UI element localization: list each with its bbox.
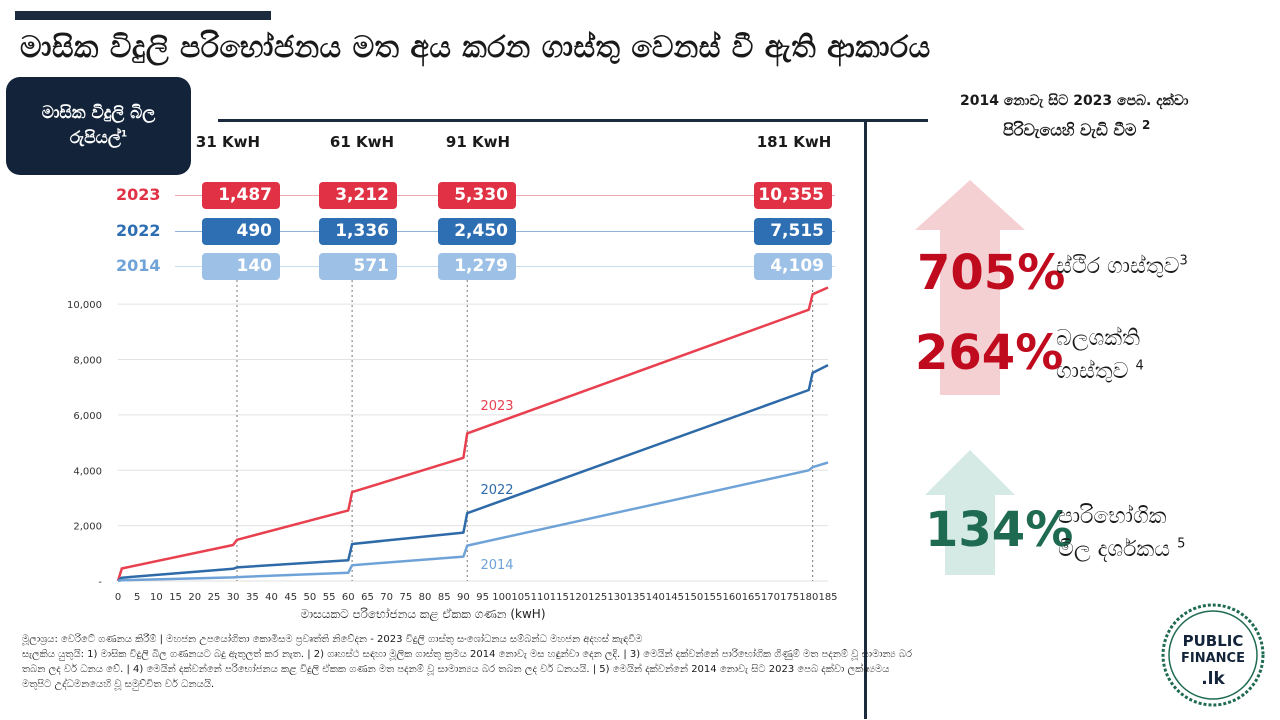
x-tick-label: 170 bbox=[761, 592, 780, 603]
x-tick-label: 65 bbox=[361, 592, 374, 603]
top-accent-bar bbox=[15, 11, 271, 20]
series-line-2023 bbox=[116, 286, 829, 582]
x-tick-label: 50 bbox=[304, 592, 317, 603]
x-tick-label: 0 bbox=[115, 592, 121, 603]
x-tick-label: 105 bbox=[511, 592, 530, 603]
energy-charge-pct: 264% bbox=[915, 325, 1064, 381]
bill-label-line1: මාසික විදුලි බිල bbox=[41, 102, 156, 123]
x-tick-label: 185 bbox=[818, 592, 837, 603]
x-tick-label: 30 bbox=[227, 592, 240, 603]
y-tick-label: - bbox=[98, 577, 102, 588]
cell-2022-61: 1,336 bbox=[319, 218, 397, 245]
cell-2014-181: 4,109 bbox=[754, 253, 832, 280]
row-year-2022: 2022 bbox=[116, 221, 161, 240]
x-tick-label: 145 bbox=[665, 592, 684, 603]
footnote-source: මූලාශ්‍රය: වෙරිටේ ගණනය කිරීම් | මහජන උපය… bbox=[22, 634, 643, 645]
x-tick-label: 45 bbox=[284, 592, 297, 603]
x-tick-label: 100 bbox=[492, 592, 511, 603]
x-tick-label: 10 bbox=[150, 592, 163, 603]
red-up-arrow bbox=[915, 180, 1025, 395]
cell-2014-91: 1,279 bbox=[438, 253, 516, 280]
cell-2023-91: 5,330 bbox=[438, 182, 516, 209]
x-tick-label: 110 bbox=[531, 592, 550, 603]
bill-label-box: මාසික විදුලි බිල රුපියල්1 bbox=[6, 77, 191, 175]
cell-2023-31: 1,487 bbox=[202, 182, 280, 209]
x-tick-label: 25 bbox=[208, 592, 221, 603]
fixed-charge-pct: 705% bbox=[917, 245, 1066, 301]
x-tick-label: 5 bbox=[134, 592, 140, 603]
y-tick-label: 2,000 bbox=[73, 522, 102, 533]
x-tick-label: 150 bbox=[684, 592, 703, 603]
cell-2014-31: 140 bbox=[202, 253, 280, 280]
cell-2022-181: 7,515 bbox=[754, 218, 832, 245]
x-tick-label: 85 bbox=[438, 592, 451, 603]
x-tick-label: 95 bbox=[476, 592, 489, 603]
increase-panel-title-line2: පිරිවැයෙහි වැඩි වීම 2 bbox=[1003, 118, 1151, 140]
increase-arrows bbox=[915, 180, 1025, 575]
kwh-header-91: 91 KwH bbox=[445, 133, 511, 151]
svg-text:PUBLIC: PUBLIC bbox=[1183, 632, 1244, 650]
kwh-header-61: 61 KwH bbox=[329, 133, 395, 151]
bill-label-line2: රුපියල්1 bbox=[69, 128, 128, 148]
cell-2014-61: 571 bbox=[319, 253, 397, 280]
x-tick-label: 130 bbox=[607, 592, 626, 603]
x-tick-label: 20 bbox=[188, 592, 201, 603]
series-label-2022: 2022 bbox=[480, 483, 513, 498]
y-tick-label: 10,000 bbox=[67, 300, 102, 311]
row-year-2023: 2023 bbox=[116, 185, 161, 204]
x-tick-label: 15 bbox=[169, 592, 182, 603]
cpi-label: පාරිභෝගික මිල දර්ශකය 5 bbox=[1058, 504, 1186, 562]
x-tick-label: 180 bbox=[799, 592, 818, 603]
x-tick-label: 120 bbox=[569, 592, 588, 603]
x-tick-label: 140 bbox=[646, 592, 665, 603]
increase-panel-title-line1: 2014 නොවැ සිට 2023 පෙබ. දක්වා bbox=[960, 93, 1189, 109]
series-line-2022 bbox=[117, 363, 829, 582]
footnote-notes-1: සැලකිය යුතුයි: 1) මාසික විදුලි බිල ගණනයට… bbox=[22, 649, 913, 660]
x-tick-label: 75 bbox=[399, 592, 412, 603]
footnote-notes-3: මතුපිට උද්ධමනයෙහි වූ සමුච්චිත වර් ධනයයි. bbox=[22, 679, 215, 690]
y-tick-label: 8,000 bbox=[73, 356, 102, 367]
x-tick-label: 55 bbox=[323, 592, 336, 603]
series-label-2023: 2023 bbox=[480, 399, 513, 414]
x-tick-label: 155 bbox=[703, 592, 722, 603]
header-divider bbox=[218, 119, 928, 122]
y-tick-label: 4,000 bbox=[73, 466, 102, 477]
x-tick-label: 160 bbox=[723, 592, 742, 603]
fixed-charge-label: ස්ථිර ගාස්තුව3 bbox=[1056, 253, 1188, 279]
x-tick-label: 35 bbox=[246, 592, 259, 603]
cell-2022-91: 2,450 bbox=[438, 218, 516, 245]
y-tick-label: 6,000 bbox=[73, 411, 102, 422]
kwh-header-31: 31 KwH bbox=[195, 133, 261, 151]
x-tick-label: 60 bbox=[342, 592, 355, 603]
x-tick-label: 115 bbox=[550, 592, 569, 603]
x-tick-label: 80 bbox=[419, 592, 432, 603]
cell-2022-31: 490 bbox=[202, 218, 280, 245]
svg-text:.lk: .lk bbox=[1201, 669, 1225, 689]
publicfinance-logo: PUBLIC FINANCE .lk bbox=[1161, 603, 1265, 707]
svg-text:FINANCE: FINANCE bbox=[1181, 651, 1245, 666]
x-axis-title: මාසයකට පරිභෝජනය කළ ඒකක ගණන (kwH) bbox=[301, 607, 546, 622]
x-tick-label: 70 bbox=[380, 592, 393, 603]
energy-charge-label: බලශක්ති ගාස්තුව 4 bbox=[1056, 326, 1144, 384]
x-tick-label: 165 bbox=[742, 592, 761, 603]
panel-divider bbox=[864, 119, 867, 719]
row-year-2014: 2014 bbox=[116, 256, 161, 275]
x-tick-label: 135 bbox=[627, 592, 646, 603]
x-tick-label: 40 bbox=[265, 592, 278, 603]
consumption-line-chart: - 2,000 4,000 6,000 8,000 10,000 0 5 10 15 20 25 30 3… bbox=[67, 280, 838, 622]
page-title: මාසික විදුලි පරිභෝජනය මත අය කරන ගාස්තු ව… bbox=[20, 30, 931, 65]
x-tick-label: 90 bbox=[457, 592, 470, 603]
x-tick-label: 175 bbox=[780, 592, 799, 603]
cpi-pct: 134% bbox=[925, 502, 1074, 558]
footnotes: මූලාශ්‍රය: වෙරිටේ ගණනය කිරීම් | මහජන උපය… bbox=[22, 632, 1162, 692]
footnote-notes-2: තබන ලද වර් ධනය වේ. | 4) මෙයින් දක්වන්නේ … bbox=[22, 664, 890, 675]
x-tick-label: 125 bbox=[588, 592, 607, 603]
green-up-arrow bbox=[925, 450, 1015, 575]
cell-2023-181: 10,355 bbox=[754, 182, 832, 209]
cell-2023-61: 3,212 bbox=[319, 182, 397, 209]
series-label-2014: 2014 bbox=[480, 558, 513, 573]
series-line-2014 bbox=[117, 461, 829, 583]
kwh-header-181: 181 KwH bbox=[756, 133, 832, 151]
